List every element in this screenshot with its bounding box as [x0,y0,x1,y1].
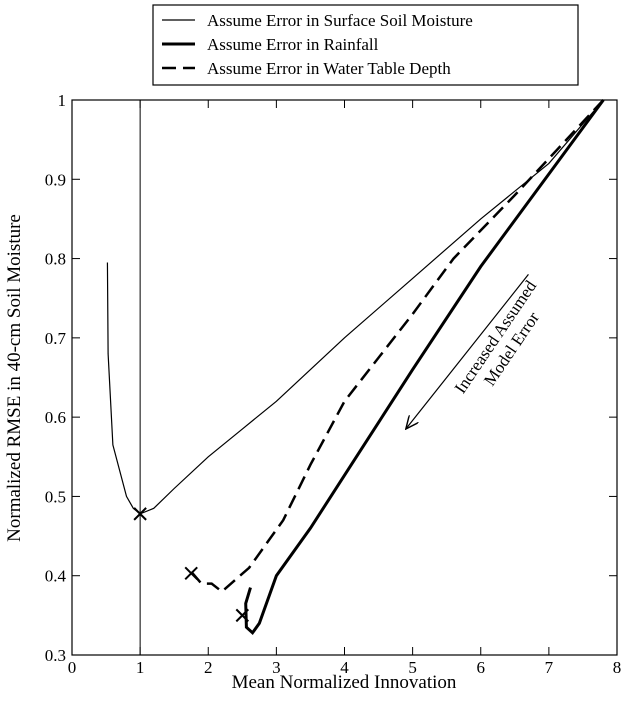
y-tick-label: 0.5 [45,487,66,506]
y-tick-label: 1 [58,91,67,110]
data-line [190,99,605,594]
x-tick-label: 1 [136,658,145,677]
legend-box [152,4,579,86]
y-tick-label: 0.4 [45,567,67,586]
x-tick-label: 8 [613,658,622,677]
y-tick-label: 0.7 [45,329,67,348]
x-tick-label: 3 [272,658,281,677]
y-tick-label: 0.9 [45,170,66,189]
data-line [244,99,605,636]
x-marker [235,608,250,623]
annotation-arrow [406,274,529,429]
x-tick-label: 6 [477,658,486,677]
legend-label: Assume Error in Water Table Depth [207,59,451,78]
legend-label: Assume Error in Surface Soil Moisture [207,11,473,30]
x-tick-label: 7 [545,658,554,677]
y-axis-label: Normalized RMSE in 40-cm Soil Moisture [4,214,25,542]
legend-label: Assume Error in Rainfall [207,35,379,54]
x-tick-label: 4 [340,658,349,677]
data-line [106,99,604,515]
plot-frame [71,99,618,656]
x-axis-label: Mean Normalized Innovation [232,672,457,693]
x-tick-label: 2 [204,658,213,677]
y-tick-label: 0.8 [45,250,66,269]
x-tick-label: 5 [408,658,417,677]
y-tick-label: 0.3 [45,646,66,665]
x-marker [133,507,147,521]
y-tick-label: 0.6 [45,408,66,427]
x-marker [184,566,198,581]
x-tick-label: 0 [68,658,77,677]
